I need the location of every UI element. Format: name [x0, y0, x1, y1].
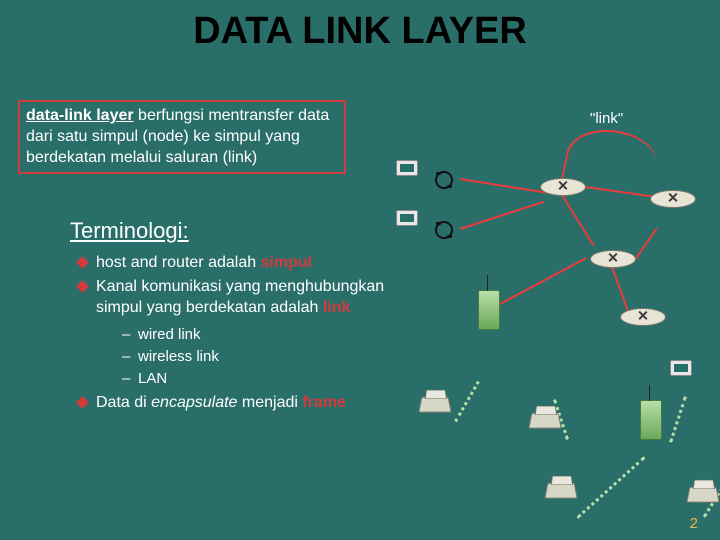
router-icon [650, 190, 696, 208]
pc-icon [670, 360, 698, 382]
network-diagram: "link" [390, 100, 710, 520]
phone-icon [434, 220, 454, 240]
wireless-link [669, 396, 687, 443]
list-item: host and router adalah simpul [78, 252, 388, 274]
sub-list-item: LAN [122, 369, 388, 389]
link-label: "link" [590, 110, 623, 127]
list-item: Kanal komunikasi yang menghubungkan simp… [78, 276, 388, 390]
router-icon [540, 178, 586, 196]
sub-list: wired link wireless link LAN [122, 325, 388, 390]
link-line [611, 267, 629, 313]
list-item: Data di encapsulate menjadi frame [78, 392, 388, 414]
link-line [460, 201, 544, 230]
router-icon [590, 250, 636, 268]
link-line [633, 228, 658, 262]
definition-keyword: data-link layer [26, 107, 134, 124]
phone-icon [434, 170, 454, 190]
sub-list-item: wireless link [122, 347, 388, 367]
laptop-icon [528, 413, 562, 428]
link-line [460, 178, 547, 194]
terminology-heading: Terminologi: [70, 218, 189, 244]
slide-title: DATA LINK LAYER [0, 0, 720, 53]
access-point-icon [640, 400, 662, 440]
router-icon [620, 308, 666, 326]
pc-icon [396, 160, 424, 182]
pc-icon [396, 210, 424, 232]
link-line [561, 194, 594, 246]
laptop-icon [544, 483, 578, 498]
laptop-icon [418, 397, 452, 412]
wireless-link [577, 456, 646, 518]
sub-list-item: wired link [122, 325, 388, 345]
access-point-icon [478, 290, 500, 330]
definition-box: data-link layer berfungsi mentransfer da… [18, 100, 346, 174]
terminology-list: host and router adalah simpul Kanal komu… [78, 252, 388, 415]
wireless-link [454, 381, 480, 422]
link-line [498, 257, 587, 306]
page-number: 2 [690, 515, 698, 532]
